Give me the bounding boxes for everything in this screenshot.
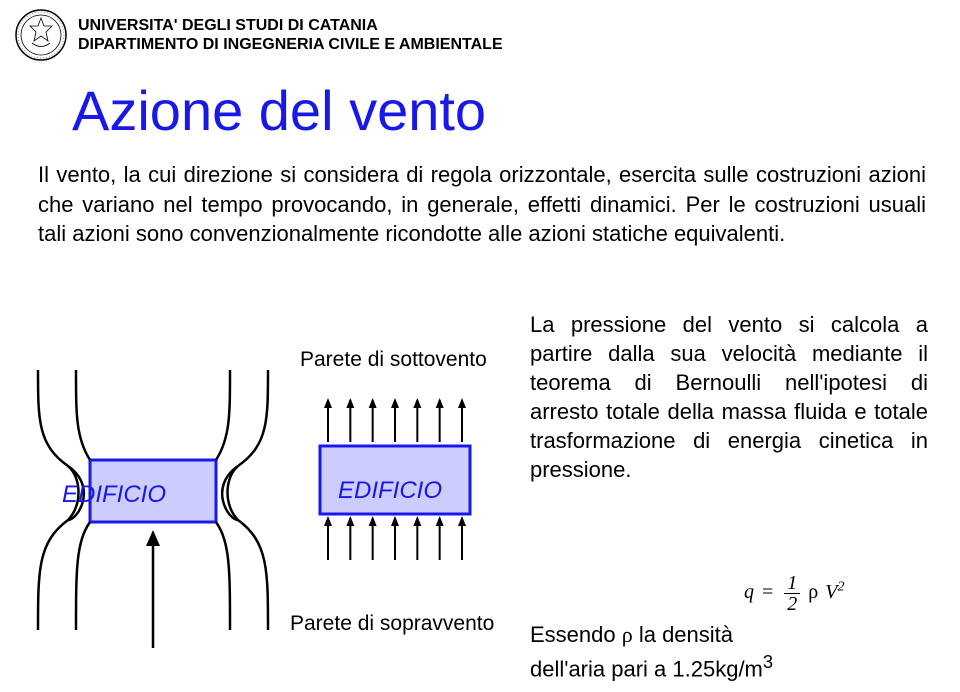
header-text-block: UNIVERSITA' DEGLI STUDI DI CATANIA DIPAR…	[78, 16, 503, 54]
formula-eq: =	[762, 581, 773, 603]
university-seal-icon	[14, 8, 68, 62]
bernoulli-paragraph: La pressione del vento si calcola a part…	[530, 310, 928, 484]
formula-den: 2	[784, 594, 800, 614]
footer-part1b: la densità	[633, 622, 733, 647]
page-title: Azione del vento	[72, 78, 486, 143]
footer-line2: dell'aria pari a 1.25kg/m	[530, 656, 763, 681]
formula-q: q	[744, 581, 754, 603]
formula: q = 1 2 ρ V2	[744, 573, 844, 614]
footer-part1: Essendo	[530, 622, 622, 647]
wind-flow-plan-diagram	[32, 370, 272, 650]
formula-exp: 2	[837, 579, 844, 594]
footer-rho: ρ	[622, 622, 633, 647]
sopravvento-label: Parete di sopravvento	[290, 612, 494, 636]
intro-paragraph: Il vento, la cui direzione si considera …	[38, 160, 926, 249]
university-name: UNIVERSITA' DEGLI STUDI DI CATANIA	[78, 16, 503, 35]
footer-exp: 3	[763, 651, 773, 672]
formula-rho: ρ	[808, 581, 818, 603]
edificio-label-left: EDIFICIO	[62, 481, 166, 509]
page-header: UNIVERSITA' DEGLI STUDI DI CATANIA DIPAR…	[14, 8, 503, 62]
formula-v: V	[825, 581, 837, 603]
formula-num: 1	[784, 573, 800, 594]
density-footer: Essendo ρ la densità dell'aria pari a 1.…	[530, 621, 928, 684]
department-name: DIPARTIMENTO DI INGEGNERIA CIVILE E AMBI…	[78, 35, 503, 54]
edificio-label-mid: EDIFICIO	[338, 477, 442, 505]
formula-fraction: 1 2	[784, 573, 800, 614]
